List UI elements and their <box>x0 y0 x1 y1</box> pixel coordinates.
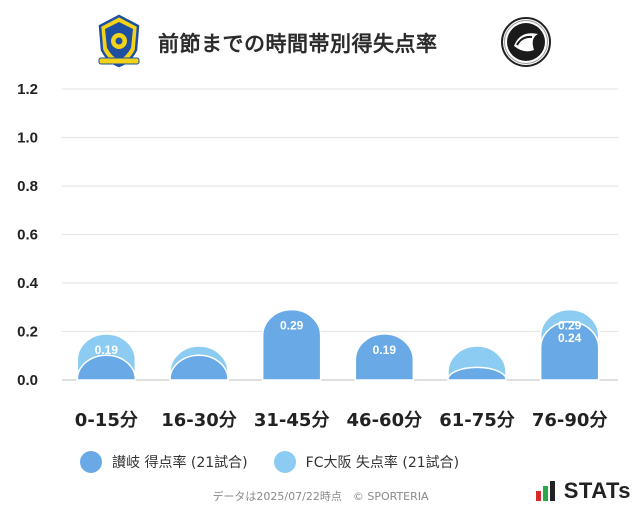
x-tick-label: 46-60分 <box>347 410 423 431</box>
data-label-home: 0.29 <box>280 319 304 333</box>
y-tick-label: 0.8 <box>17 178 38 195</box>
y-tick-label: 0.0 <box>17 372 38 389</box>
chart-title: 前節までの時間帯別得失点率 <box>158 32 438 56</box>
data-label-away: 0.19 <box>95 343 119 357</box>
bar-chart: 0.0 0.2 0.4 0.6 0.8 1.0 1.2 0.19 0-15分 16-30分 0.29… <box>17 81 618 431</box>
x-tick-label: 31-45分 <box>254 410 330 431</box>
data-label-home: 0.24 <box>558 331 582 345</box>
fc-osaka-crest-icon <box>501 17 551 67</box>
legend-label-home: 讃岐 得点率 (21試合) <box>112 455 248 471</box>
bar-home <box>261 308 322 381</box>
legend-label-away: FC大阪 失点率 (21試合) <box>305 455 460 471</box>
bar-home <box>169 354 229 381</box>
y-tick-label: 0.6 <box>17 227 38 244</box>
chart-header: 前節までの時間帯別得失点率 <box>0 0 641 78</box>
x-tick-label: 0-15分 <box>75 410 138 431</box>
stats-bars-icon <box>535 481 555 501</box>
x-tick-label: 76-90分 <box>532 410 608 431</box>
bar-home <box>354 333 415 381</box>
data-label-away: 0.29 <box>558 319 582 333</box>
bar-home <box>447 366 507 381</box>
x-tick-label: 16-30分 <box>161 410 237 431</box>
bar-home <box>76 354 137 381</box>
legend-swatch-home <box>80 451 102 473</box>
stats-brand: STATs <box>535 478 631 504</box>
legend-swatch-away <box>273 451 296 473</box>
y-tick-label: 1.2 <box>17 81 38 98</box>
legend: 讃岐 得点率 (21試合) FC大阪 失点率 (21試合) <box>80 449 485 475</box>
y-tick-label: 0.2 <box>17 324 38 341</box>
x-tick-label: 61-75分 <box>439 410 515 431</box>
legend-item-home[interactable]: 讃岐 得点率 (21試合) <box>80 451 248 473</box>
kamatamare-sanuki-crest-icon <box>98 14 140 68</box>
stats-brand-text: STATs <box>563 478 631 503</box>
data-label-home: 0.19 <box>373 343 397 357</box>
y-tick-label: 1.0 <box>17 130 38 147</box>
legend-item-away[interactable]: FC大阪 失点率 (21試合) <box>273 451 460 473</box>
footer-note: データは2025/07/22時点 © SPORTERIA <box>212 490 429 503</box>
bar-home <box>539 321 600 381</box>
y-tick-label: 0.4 <box>17 275 39 292</box>
